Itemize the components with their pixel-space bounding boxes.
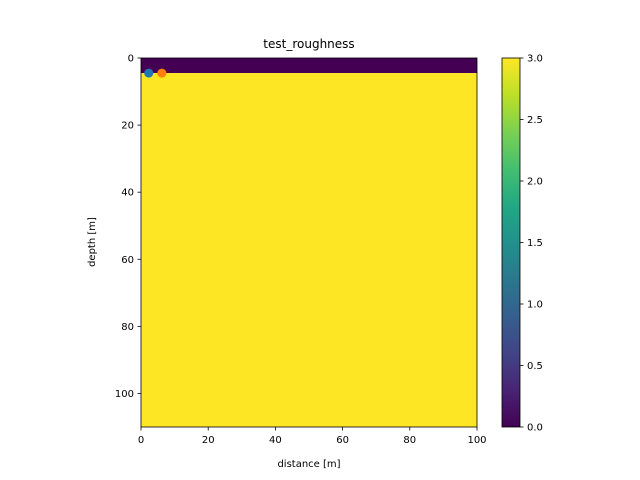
- heatmap-regions: [141, 58, 477, 427]
- y-tick-label: 40: [121, 188, 134, 199]
- y-tick-label: 20: [121, 121, 134, 132]
- y-axis-ticks: 0 20 40 60 80 100: [115, 54, 141, 400]
- plot-frame: [140, 57, 478, 428]
- heatmap-region-1: [141, 73, 477, 427]
- colorbar-tick-label: 1.0: [527, 300, 543, 311]
- colorbar-tick-label: 0.0: [527, 423, 543, 434]
- chart-title: test_roughness: [263, 37, 354, 51]
- data-point-1: [157, 68, 167, 78]
- x-axis-ticks: 0 20 40 60 80 100: [138, 427, 487, 446]
- colorbar-tick-label: 3.0: [527, 54, 543, 65]
- colorbar-tick-label: 1.5: [527, 238, 543, 249]
- colorbar-tick-label: 0.5: [527, 361, 543, 372]
- x-tick-label: 20: [202, 435, 215, 446]
- x-tick-label: 0: [138, 435, 144, 446]
- colorbar-ticks: 0.0 0.5 1.0 1.5 2.0 2.5 3.0: [520, 54, 543, 434]
- x-tick-label: 80: [403, 435, 416, 446]
- x-tick-label: 40: [269, 435, 282, 446]
- y-tick-label: 100: [115, 389, 134, 400]
- heatmap-region-0: [141, 58, 477, 74]
- colorbar-tick-label: 2.5: [527, 115, 543, 126]
- y-tick-label: 80: [121, 322, 134, 333]
- colorbar-gradient: [502, 58, 520, 427]
- data-point-0: [144, 68, 154, 78]
- x-tick-label: 60: [336, 435, 349, 446]
- y-axis-label: depth [m]: [87, 217, 98, 267]
- x-axis-label: distance [m]: [277, 459, 340, 470]
- colorbar: 0.0 0.5 1.0 1.5 2.0 2.5 3.0: [501, 54, 543, 434]
- y-tick-label: 60: [121, 255, 134, 266]
- x-tick-label: 100: [467, 435, 486, 446]
- y-tick-label: 0: [128, 54, 134, 65]
- data-points: [144, 68, 167, 78]
- plot-area: 0 20 40 60 80 100 0 20 40 60 80 100: [115, 54, 487, 447]
- colorbar-tick-label: 2.0: [527, 177, 543, 188]
